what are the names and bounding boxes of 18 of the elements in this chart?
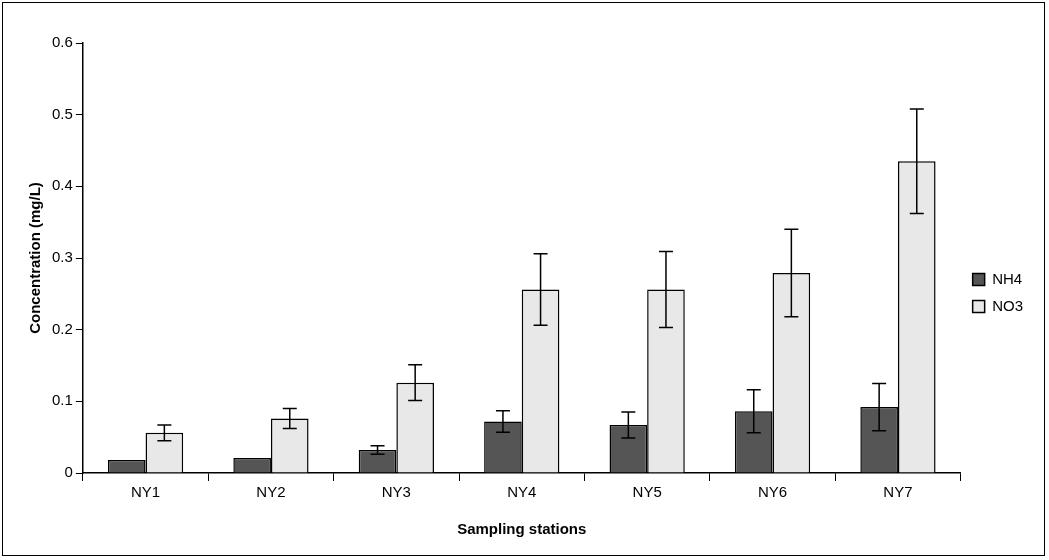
y-tick-label: 0.2 [51, 319, 73, 337]
y-tick-label: 0.6 [51, 33, 73, 51]
legend-label: NO3 [992, 296, 1023, 314]
y-axis-title: Concentration (mg/L) [26, 182, 44, 334]
y-tick-label: 0.4 [51, 176, 73, 194]
x-tick-label: NY3 [381, 483, 411, 501]
x-tick-label: NY2 [256, 483, 286, 501]
y-tick-label: 0 [64, 463, 73, 481]
y-tick-label: 0.5 [51, 104, 73, 122]
x-tick-label: NY6 [757, 483, 788, 501]
y-tick-label: 0.3 [51, 248, 73, 266]
x-axis-title: Sampling stations [457, 520, 587, 538]
legend-label: NH4 [992, 269, 1023, 287]
x-tick-label: NY5 [632, 483, 662, 501]
y-tick-label: 0.1 [51, 391, 73, 409]
x-tick-label: NY4 [507, 483, 537, 501]
x-tick-label: NY1 [130, 483, 161, 501]
x-tick-label: NY7 [883, 483, 913, 501]
